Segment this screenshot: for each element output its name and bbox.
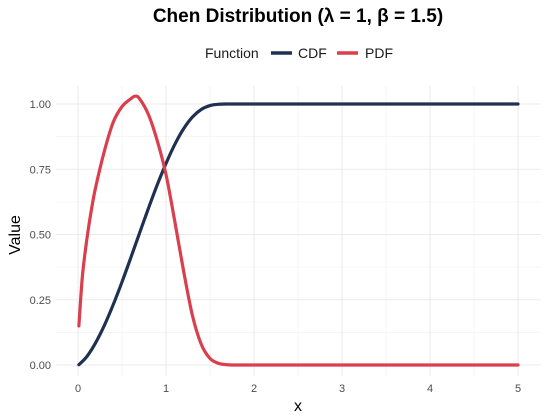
chart-title: Chen Distribution (λ = 1, β = 1.5)	[153, 6, 443, 27]
y-tick-label: 0.00	[30, 360, 51, 372]
y-axis-title: Value	[7, 215, 24, 255]
legend-label-cdf: CDF	[298, 45, 327, 61]
x-tick-label: 3	[339, 383, 345, 395]
series-layer	[77, 94, 520, 367]
x-tick-label: 2	[251, 383, 257, 395]
series-line-pdf	[77, 94, 520, 367]
x-tick-label: 5	[515, 383, 521, 395]
x-axis-ticks: 0 1 2 3 4 5	[75, 383, 521, 395]
legend-title: Function	[205, 45, 259, 61]
legend: Function CDF PDF	[205, 45, 393, 61]
x-axis-title: x	[294, 398, 302, 415]
series-line-cdf	[77, 102, 520, 367]
y-tick-label: 0.50	[30, 230, 51, 242]
x-tick-label: 1	[163, 383, 169, 395]
y-tick-label: 0.75	[30, 164, 51, 176]
legend-label-pdf: PDF	[365, 45, 393, 61]
y-tick-label: 1.00	[30, 99, 51, 111]
x-tick-label: 4	[427, 383, 433, 395]
grid	[56, 86, 541, 376]
y-tick-label: 0.25	[30, 295, 51, 307]
y-axis-ticks: 0.00 0.25 0.50 0.75 1.00	[30, 99, 51, 372]
x-tick-label: 0	[75, 383, 81, 395]
